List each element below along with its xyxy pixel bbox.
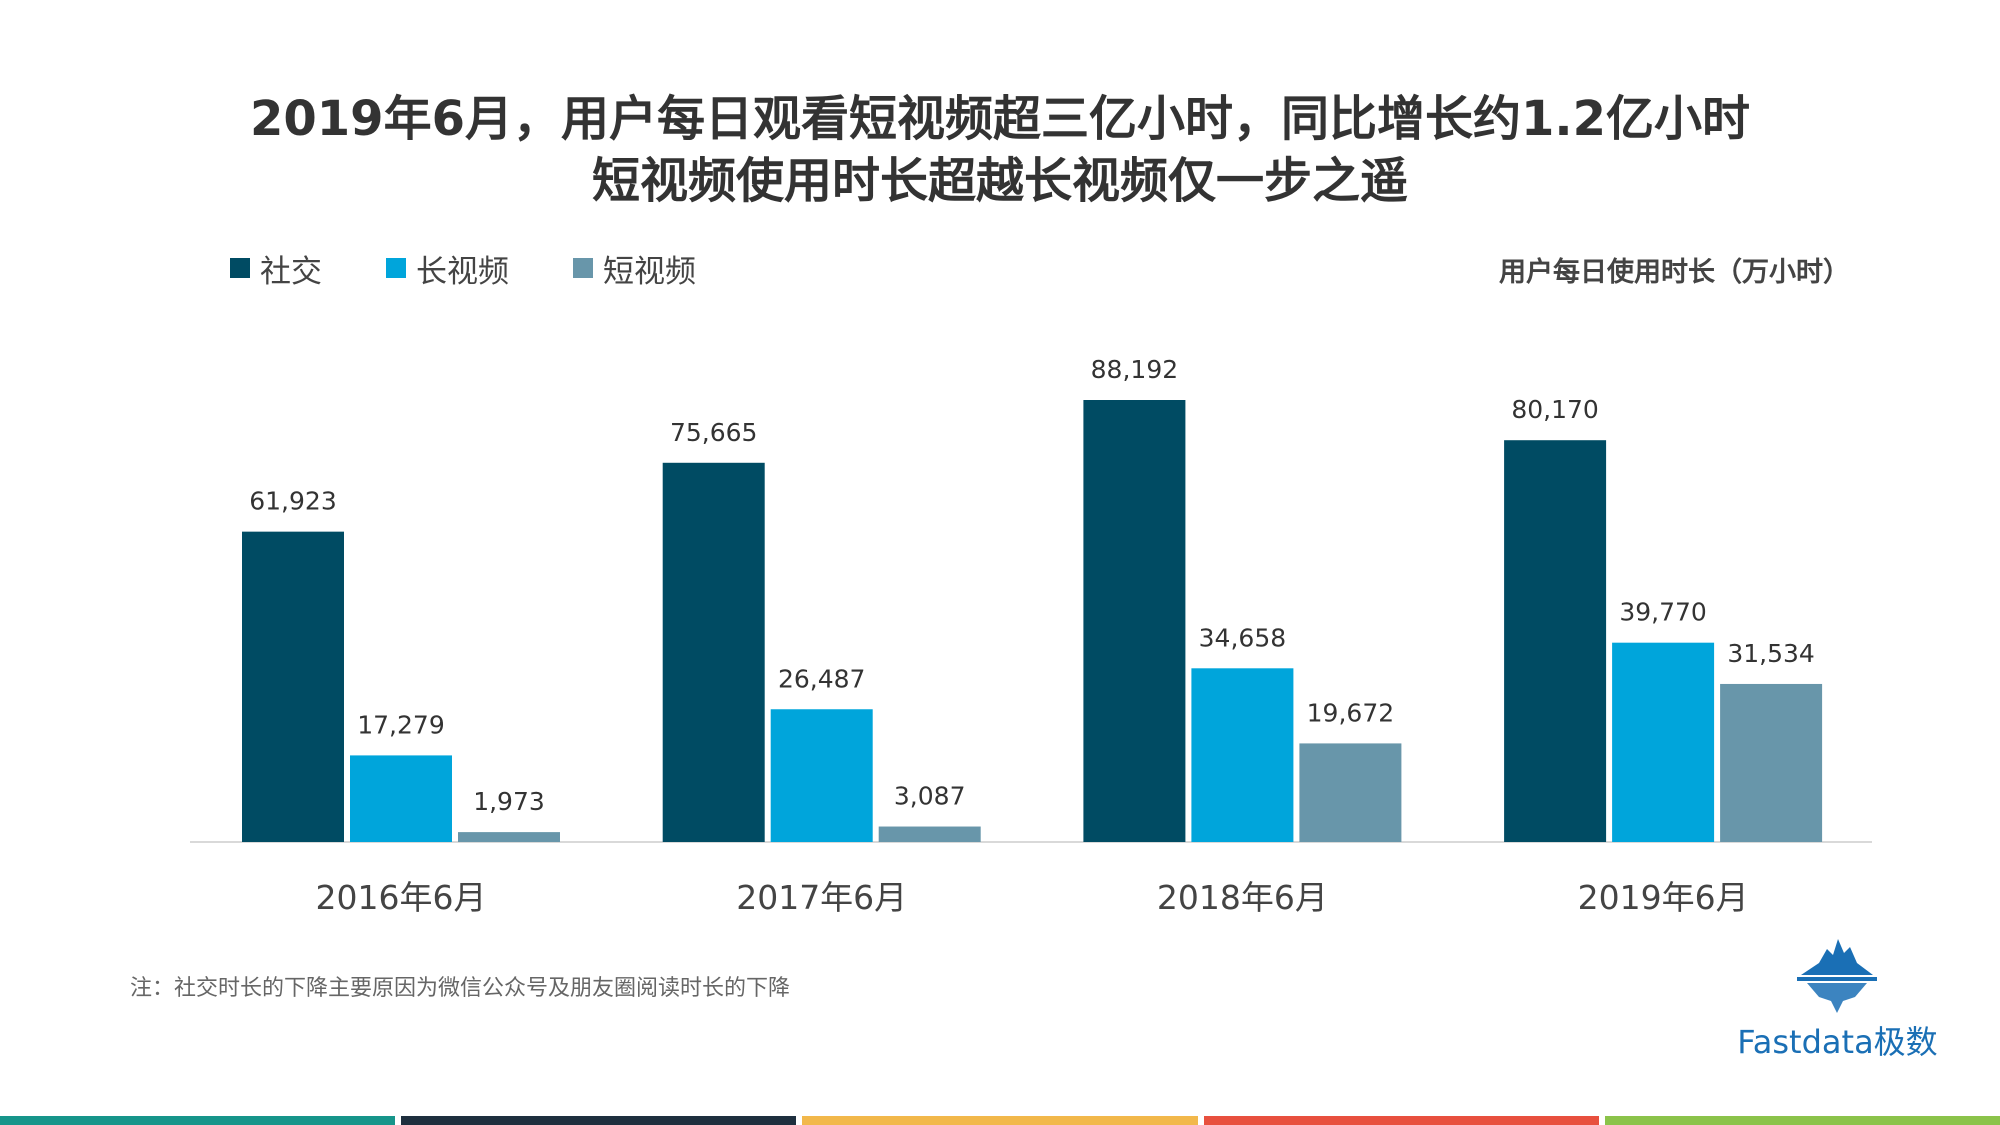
data-label: 19,672	[1307, 698, 1394, 727]
bar	[458, 832, 560, 842]
bar	[662, 462, 765, 842]
data-label: 3,087	[894, 782, 966, 811]
footer-segment	[802, 1116, 1198, 1125]
bar	[1083, 400, 1186, 842]
legend: 社交 长视频 短视频	[230, 246, 760, 291]
data-label: 75,665	[670, 418, 757, 447]
data-label: 80,170	[1511, 395, 1598, 424]
legend-swatch-social	[230, 258, 250, 278]
data-label: 31,534	[1727, 639, 1814, 668]
legend-label-social: 社交	[260, 253, 322, 290]
footer-color-strip	[0, 1116, 2000, 1125]
legend-item-short-video: 短视频	[573, 246, 696, 291]
footer-segment	[1604, 1116, 2000, 1125]
brand-name: Fastdata极数	[1737, 1023, 1938, 1061]
footer-segment	[401, 1116, 797, 1125]
bar	[770, 709, 873, 842]
legend-item-social: 社交	[230, 246, 322, 291]
x-tick-label: 2016年6月	[316, 878, 487, 917]
x-tick-label: 2018年6月	[1157, 878, 1328, 917]
footnote: 注：社交时长的下降主要原因为微信公众号及朋友圈阅读时长的下降	[130, 976, 791, 1001]
unit-label: 用户每日使用时长（万小时）	[1499, 257, 1850, 288]
legend-item-long-video: 长视频	[386, 246, 509, 291]
legend-swatch-short-video	[573, 258, 593, 278]
bar	[1720, 683, 1823, 842]
bar	[878, 826, 981, 842]
title-line-1: 2019年6月，用户每日观看短视频超三亿小时，同比增长约1.2亿小时	[249, 91, 1751, 147]
footer-segment	[0, 1116, 396, 1125]
data-label: 26,487	[778, 664, 865, 693]
chart-title: 2019年6月，用户每日观看短视频超三亿小时，同比增长约1.2亿小时 短视频使用…	[0, 88, 2000, 212]
data-label: 17,279	[357, 710, 444, 739]
legend-swatch-long-video	[386, 258, 406, 278]
bar	[242, 531, 344, 842]
data-label: 1,973	[473, 787, 545, 816]
bar	[1504, 440, 1607, 842]
data-label: 34,658	[1199, 623, 1286, 652]
title-line-2: 短视频使用时长超越长视频仅一步之遥	[591, 153, 1408, 209]
legend-label-short-video: 短视频	[603, 253, 696, 290]
footer-segment	[1203, 1116, 1599, 1125]
iceberg-icon	[1797, 939, 1877, 1013]
bar	[1612, 642, 1715, 842]
legend-label-long-video: 长视频	[416, 253, 509, 290]
data-label: 61,923	[249, 487, 336, 516]
bar	[350, 755, 452, 842]
brand-logo: Fastdata极数	[1735, 935, 1940, 1061]
bar	[1191, 668, 1294, 842]
bar	[1299, 743, 1402, 842]
data-label: 88,192	[1091, 355, 1178, 384]
x-tick-label: 2019年6月	[1578, 878, 1749, 917]
x-tick-label: 2017年6月	[736, 878, 907, 917]
data-label: 39,770	[1619, 598, 1706, 627]
